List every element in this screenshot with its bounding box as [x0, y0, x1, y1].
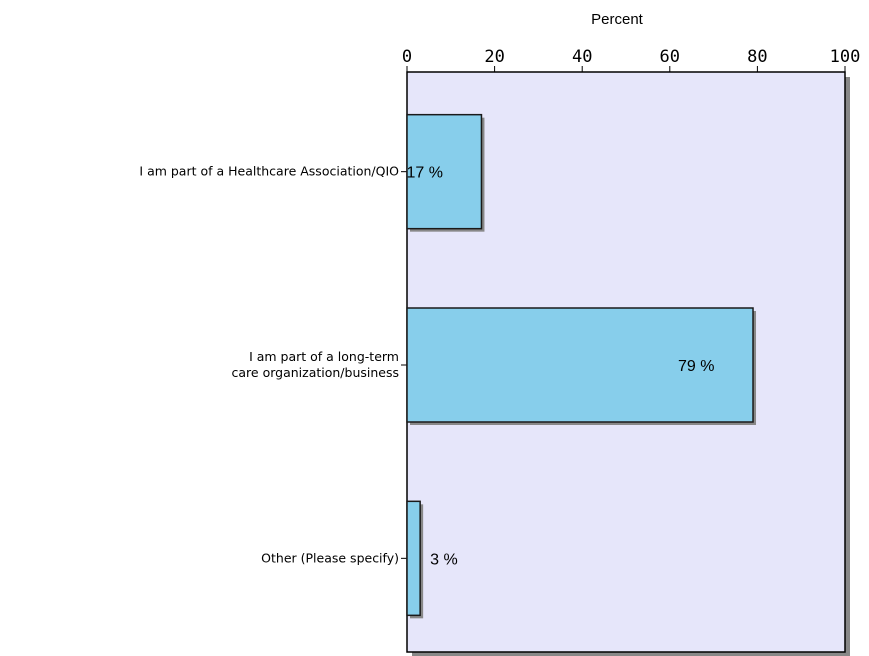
x-tick-label: 40: [572, 47, 592, 67]
category-label-line: care organization/business: [232, 365, 399, 380]
bars: 17 % 79 % 3 %: [406, 113, 757, 619]
x-tick-label: 20: [484, 47, 504, 67]
category-label: I am part of a long-term care organizatio…: [232, 349, 399, 380]
x-axis: 0 20 40 60 80 100: [402, 47, 860, 72]
x-tick-label: 100: [830, 47, 861, 67]
category-label: Other (Please specify): [261, 550, 399, 565]
bar-data-label: 17 %: [406, 165, 442, 182]
y-axis: I am part of a Healthcare Association/QI…: [139, 164, 407, 565]
bar-data-label: 3 %: [430, 551, 458, 568]
x-tick-label: 60: [660, 47, 680, 67]
category-label-line: I am part of a Healthcare Association/QI…: [139, 164, 399, 179]
bar: [406, 500, 421, 617]
bar: [406, 113, 483, 230]
x-tick-label: 80: [747, 47, 767, 67]
x-tick-label: 0: [402, 47, 412, 67]
bar-data-label: 79 %: [678, 358, 714, 375]
category-label-line: I am part of a long-term: [249, 349, 399, 364]
category-label-line: Other (Please specify): [261, 550, 399, 565]
bar: [406, 307, 754, 423]
category-label: I am part of a Healthcare Association/QI…: [139, 164, 399, 179]
x-axis-title: Percent: [591, 11, 644, 28]
